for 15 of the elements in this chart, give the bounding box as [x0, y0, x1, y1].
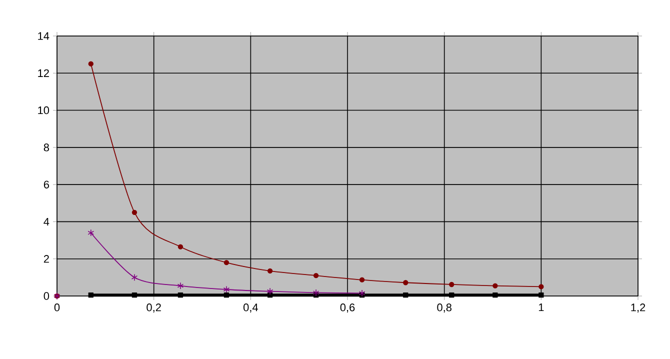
y-tick-label: 2	[44, 255, 49, 263]
y-tick-label: 14	[38, 32, 50, 40]
x-tick-label: 1	[538, 304, 544, 312]
x-tick-label: 1,2	[631, 304, 646, 313]
y-tick-label: 12	[38, 69, 49, 77]
y-tick-label: 6	[44, 180, 49, 188]
x-tick-label: 0,8	[437, 304, 452, 313]
x-tick-label: 0,6	[340, 304, 355, 313]
x-tick-label: 0,4	[243, 304, 258, 313]
y-tick-label: 0	[44, 292, 50, 300]
y-tick-label: 10	[38, 106, 50, 114]
x-tick-label: 0	[54, 304, 60, 312]
x-tick-label: 0,2	[146, 304, 161, 313]
y-tick-label: 8	[44, 144, 49, 152]
y-tick-label: 4	[44, 218, 50, 226]
